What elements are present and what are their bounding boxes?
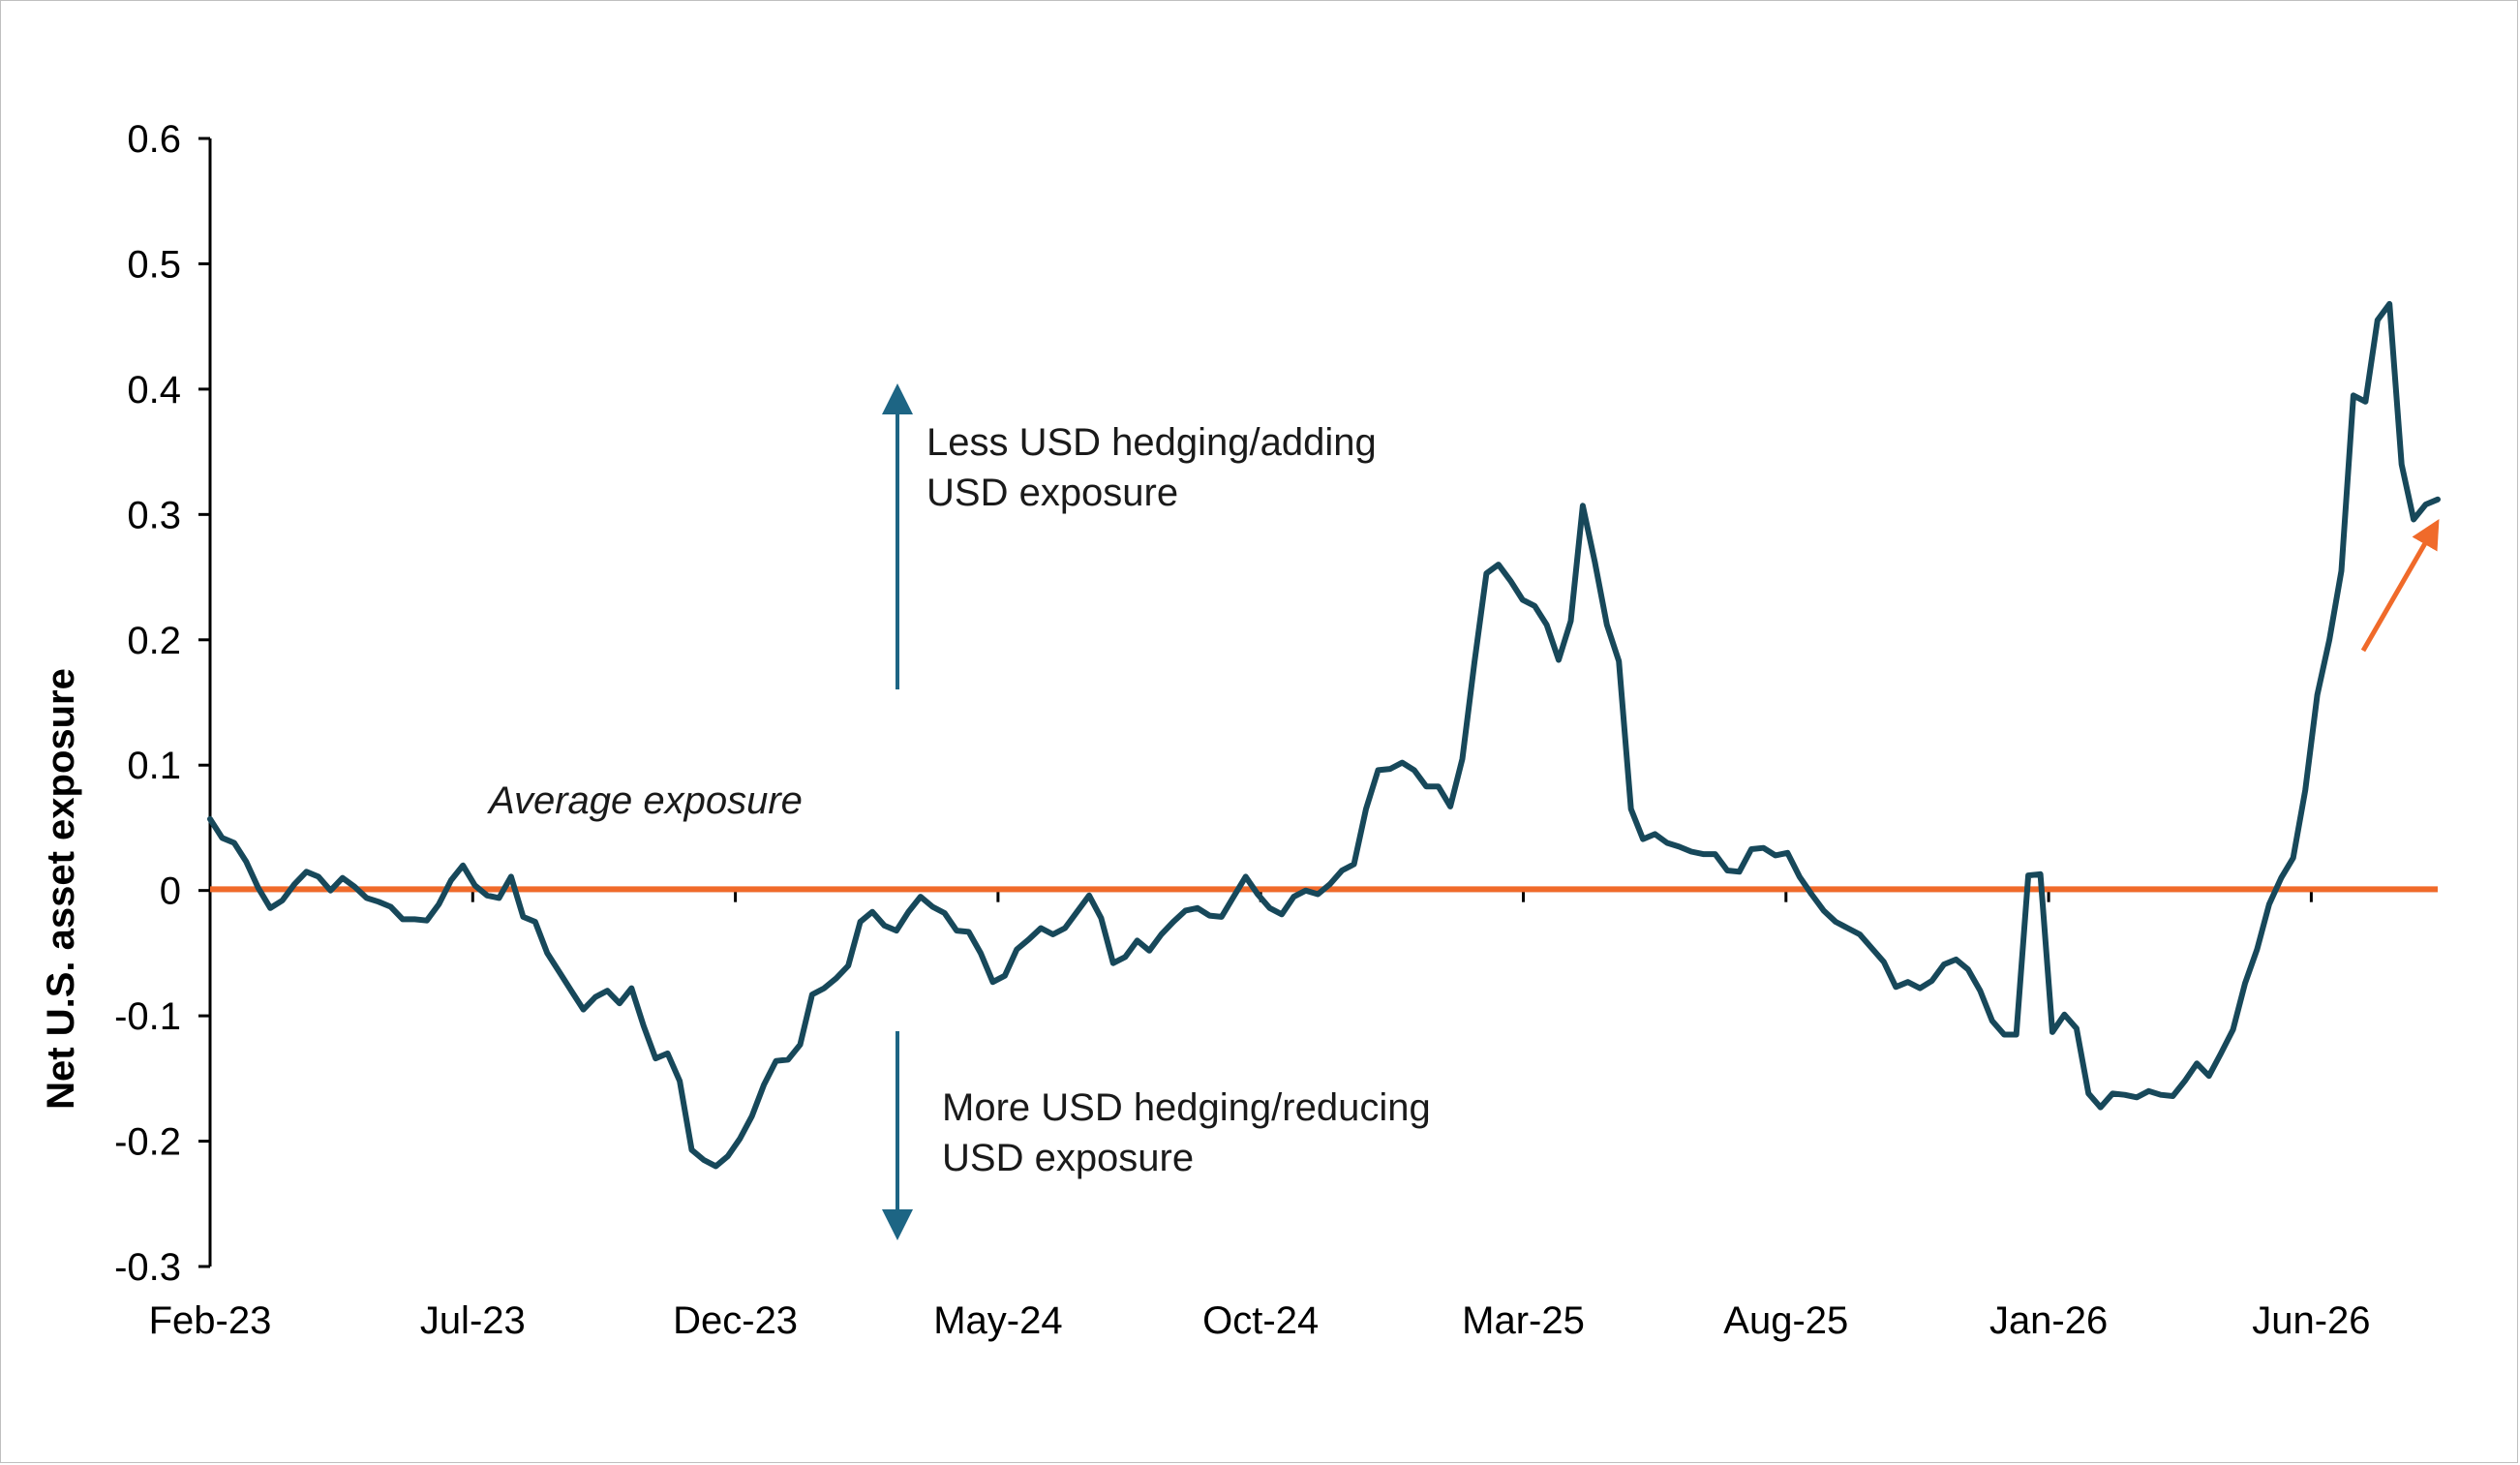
trend-arrow — [2360, 519, 2440, 653]
annotation-down-text: More USD hedging/reducing USD exposure — [942, 1086, 1442, 1179]
net-exposure-series-line — [207, 300, 2441, 1170]
y-tick-label: 0 — [160, 870, 181, 913]
x-tick-label: Mar-25 — [1462, 1299, 1585, 1342]
x-tick-label: Aug-25 — [1723, 1299, 1848, 1342]
x-tick-label: Jan-26 — [1989, 1299, 2108, 1342]
y-tick-label: 0.3 — [127, 494, 181, 536]
y-tick-label: -0.3 — [114, 1246, 181, 1289]
average-exposure-label: Average exposure — [487, 779, 803, 822]
series-group — [207, 300, 2441, 1170]
y-tick-label: 0.6 — [127, 118, 181, 161]
y-tick-label: -0.1 — [114, 995, 181, 1038]
x-tick-label: Feb-23 — [149, 1299, 272, 1342]
annotation-up-line-2: USD exposure — [926, 472, 1178, 514]
y-tick-label: 0.1 — [127, 745, 181, 787]
y-tick-label: 0.4 — [127, 369, 181, 412]
annotation-down-line-2: USD exposure — [942, 1137, 1194, 1179]
x-tick-label: Dec-23 — [673, 1299, 798, 1342]
y-tick-label: -0.2 — [114, 1121, 181, 1164]
annotation-up-line-1: Less USD hedging/adding — [926, 421, 1377, 464]
x-tick-label: Jun-26 — [2252, 1299, 2370, 1342]
annotation-up-text: Less USD hedging/adding USD exposure — [926, 421, 1387, 514]
y-axis: -0.3 -0.2 -0.1 0 0.1 0.2 0.3 0.4 0.5 0.6 — [114, 118, 212, 1289]
x-tick-label: Oct-24 — [1202, 1299, 1319, 1342]
y-axis-title: Net U.S. asset exposure — [40, 668, 82, 1110]
x-tick-label: May-24 — [933, 1299, 1062, 1342]
y-tick-label: 0.2 — [127, 620, 181, 662]
annotation-down-line-1: More USD hedging/reducing — [942, 1086, 1431, 1129]
y-tick-label: 0.5 — [127, 243, 181, 286]
x-tick-label: Jul-23 — [420, 1299, 526, 1342]
